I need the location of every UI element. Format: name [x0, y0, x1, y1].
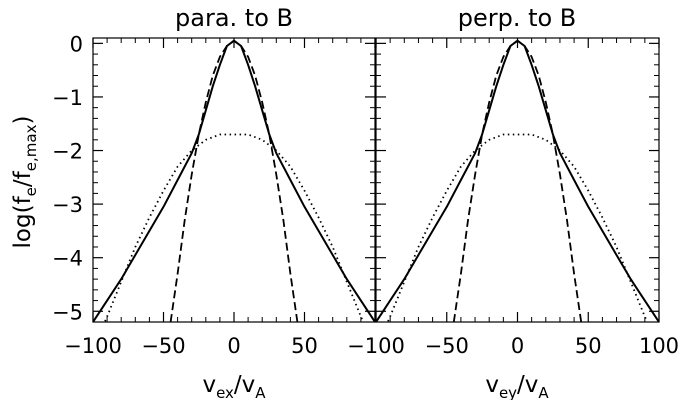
x-tick-label-parallel-0: −100	[64, 334, 122, 358]
y-tick-label-4: −4	[52, 247, 83, 271]
panel-title-parallel: para. to B	[175, 4, 293, 32]
series-solid-parallel	[93, 39, 375, 322]
plot-frame-parallel	[92, 37, 376, 323]
curves-perpendicular	[376, 39, 659, 322]
y-tick-label-5: −5	[52, 300, 83, 324]
y-label-pre: log(f	[10, 195, 36, 248]
panel-perpendicular: perp. to B −100 −50 0 50 100 vey/vA	[347, 4, 679, 400]
x-tick-label-perpendicular-4: 100	[639, 334, 679, 358]
x-axis-label-perpendicular: vey/vA	[485, 372, 549, 400]
x-tick-label-parallel-2: 0	[227, 334, 240, 358]
y-tick-label-1: −1	[52, 86, 83, 110]
panel-parallel: para. to B −100 −50 0 50 0 −1 −2 −3 −4 −5 vex/vA	[52, 4, 376, 400]
y-tick-label-3: −3	[52, 193, 83, 217]
tick-labels-perpendicular: −100 −50 0 50 100	[347, 334, 679, 358]
series-dotted-parallel	[103, 133, 365, 322]
x-tick-label-parallel-3: 50	[291, 334, 318, 358]
x-axis-label-parallel: vex/vA	[202, 372, 266, 400]
series-solid-perpendicular	[376, 39, 659, 322]
x-tick-label-perpendicular-1: −50	[425, 334, 469, 358]
ticks-perpendicular	[375, 38, 660, 323]
curves-parallel	[93, 39, 375, 322]
y-label-mid: /f	[10, 170, 36, 187]
x-tick-label-perpendicular-2: 0	[511, 334, 524, 358]
x-tick-label-perpendicular-3: 50	[575, 334, 602, 358]
x-tick-label-perpendicular-0: −100	[347, 334, 405, 358]
y-axis-label: log(fe/fe,max)	[10, 116, 40, 249]
series-dotted-perpendicular	[386, 133, 649, 322]
y-label-sub2: e,max	[22, 124, 40, 171]
x-tick-label-parallel-1: −50	[141, 334, 185, 358]
y-label-sub1: e	[22, 187, 40, 196]
y-tick-label-2: −2	[52, 140, 83, 164]
y-tick-label-0: 0	[70, 32, 83, 56]
plot-frame-perpendicular	[375, 37, 660, 323]
y-label-post: )	[10, 116, 36, 125]
series-dashed-parallel	[169, 39, 299, 322]
tick-labels-parallel: −100 −50 0 50 0 −1 −2 −3 −4 −5	[52, 32, 318, 358]
panel-title-perpendicular: perp. to B	[458, 4, 577, 32]
ticks-parallel	[92, 38, 376, 323]
series-dashed-perpendicular	[452, 39, 583, 322]
